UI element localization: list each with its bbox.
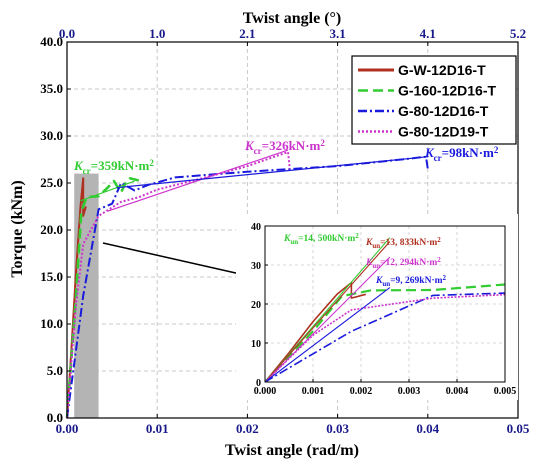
- inset-x-tick-label: 0.005: [494, 386, 517, 397]
- x-top-tick-label: 3.1: [329, 26, 345, 41]
- annotation-cr-G-160-12D16-T: Kcr=359kN·m2: [73, 158, 154, 176]
- annotation-cr-G-80-12D16-T: Kcr=98kN·m2: [424, 145, 499, 163]
- tick-layer: 0.00 0.01 0.02 0.03 0.04 0.050.0 1.0 2.1 3.1 4.1 5…: [40, 26, 530, 436]
- inset-annotation-G-W-12D16-T: Kun=13, 833kN·m2: [365, 236, 441, 250]
- top-axis-title: Twist angle (°): [243, 10, 342, 27]
- bottom-axis-title: Twist angle (rad/m): [225, 442, 359, 459]
- inset-stiffness-line-G-80-12D16-T: [265, 287, 391, 382]
- inset-y-tick-label: 0: [256, 378, 261, 389]
- stiffness-line-G-80-12D19-T: [107, 149, 289, 212]
- inset-y-tick-label: 40: [251, 222, 261, 233]
- legend-label-G-80-12D16-T: G-80-12D16-T: [398, 103, 489, 119]
- legend-label-G-160-12D16-T: G-160-12D16-T: [398, 83, 496, 99]
- x-top-tick-label: 5.2: [510, 26, 526, 41]
- x-tick-label: 0.05: [507, 421, 530, 436]
- x-tick-label: 0.00: [56, 421, 79, 436]
- inset-series-line-G-80-12D16-T: [265, 292, 505, 382]
- legend-label-G-80-12D19-T: G-80-12D19-T: [398, 124, 489, 140]
- inset-x-tick-label: 0.002: [350, 386, 373, 397]
- y-tick-label: 10.0: [40, 316, 63, 331]
- series-line-G-80-12D19-T: [66, 151, 291, 419]
- inset-x-tick-label: 0.001: [302, 386, 325, 397]
- inset-x-tick-label: 0.000: [254, 386, 277, 397]
- y-tick-label: 15.0: [40, 269, 63, 284]
- x-tick-label: 0.04: [416, 421, 439, 436]
- y-tick-label: 20.0: [40, 222, 63, 237]
- y-tick-label: 40.0: [40, 34, 63, 49]
- y-tick-label: 0.0: [47, 410, 63, 425]
- legend: G-W-12D16-T G-160-12D16-T G-80-12D16-T G-80…: [351, 55, 517, 145]
- stiffness-line-G-160-12D16-T: [80, 180, 135, 202]
- x-top-tick-label: 1.0: [149, 26, 165, 41]
- x-top-tick-label: 4.1: [420, 26, 436, 41]
- legend-label-G-W-12D16-T: G-W-12D16-T: [398, 62, 486, 78]
- inset-y-tick-label: 30: [251, 261, 261, 272]
- series-line-G-W-12D16-T: [66, 177, 87, 419]
- y-axis-title: Torque (kNm): [9, 180, 26, 277]
- inset-chart: 0.000 0.001 0.002 0.003 0.004 0.005 0 10 20 30 40 K…: [236, 214, 518, 400]
- inset-annotation-G-160-12D16-T: Kun=14, 500kN·m2: [283, 232, 359, 246]
- inset-y-tick-label: 20: [251, 300, 261, 311]
- zoom-arrow: [102, 242, 250, 279]
- inset-annotation-G-80-12D16-T: Kun=9, 269kN·m2: [375, 274, 447, 288]
- shaded-region: [74, 173, 99, 418]
- inset-x-tick-label: 0.004: [446, 386, 469, 397]
- inset-annotation-G-80-12D19-T: Kun=12, 294kN·m2: [365, 256, 441, 270]
- inset-stiffness-line-G-W-12D16-T: [265, 241, 391, 382]
- inset-x-tick-label: 0.003: [398, 386, 421, 397]
- arrow-layer: [102, 242, 250, 279]
- series-line-G-160-12D16-T: [65, 177, 142, 419]
- stiffness-line-G-80-12D16-T: [116, 156, 428, 189]
- inset-series-line-G-W-12D16-T: [265, 281, 367, 382]
- x-top-tick-label: 0.0: [59, 26, 75, 41]
- annotation-cr-G-80-12D19-T: Kcr=326kN·m2: [244, 138, 325, 156]
- inset-y-tick-label: 10: [251, 339, 261, 350]
- inset-series-layer: [265, 237, 505, 382]
- inset-series-line-G-160-12D16-T: [265, 283, 505, 382]
- x-tick-label: 0.01: [146, 421, 169, 436]
- x-tick-label: 0.03: [326, 421, 349, 436]
- y-tick-label: 30.0: [40, 128, 63, 143]
- y-tick-label: 35.0: [40, 81, 63, 96]
- y-tick-label: 25.0: [40, 175, 63, 190]
- inset-stiffness-line-G-80-12D19-T: [265, 256, 391, 382]
- x-tick-label: 0.02: [236, 421, 259, 436]
- shaded-region-layer: [74, 173, 99, 418]
- x-top-tick-label: 2.1: [239, 26, 255, 41]
- y-tick-label: 5.0: [47, 363, 63, 378]
- main-annotation-layer: Kcr=359kN·m2 Kcr=326kN·m2 Kcr=98kN·m2: [73, 138, 499, 176]
- main-stiffness-layer: [80, 149, 428, 212]
